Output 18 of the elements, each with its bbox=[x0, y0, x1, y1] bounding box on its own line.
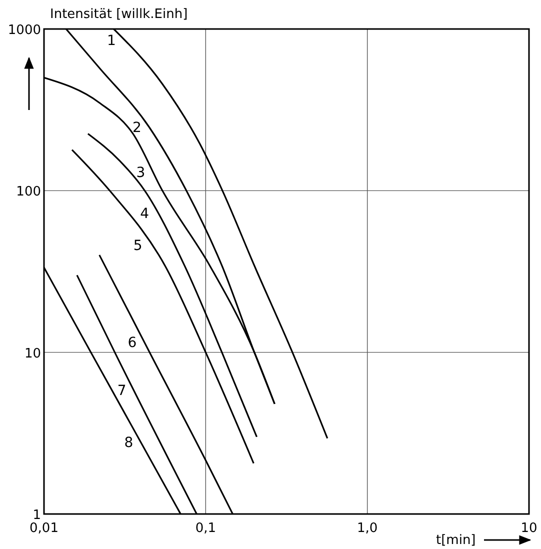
x-tick-label: 0,01 bbox=[30, 521, 58, 536]
x-tick-label: 0,1 bbox=[195, 521, 216, 536]
series-label: 1 bbox=[107, 33, 116, 49]
y-tick-label: 1 bbox=[32, 508, 41, 523]
series-label: 6 bbox=[128, 335, 137, 351]
series-label: 8 bbox=[124, 435, 134, 451]
x-tick-label: 10 bbox=[520, 521, 538, 536]
x-axis-title: t[min] bbox=[436, 533, 476, 548]
y-tick-label: 1000 bbox=[8, 23, 41, 38]
y-tick-label: 100 bbox=[16, 184, 41, 200]
y-axis-title: Intensität [willk.Einh] bbox=[50, 7, 188, 22]
x-tick-label: 1,0 bbox=[356, 521, 378, 536]
series-label: 5 bbox=[133, 238, 142, 254]
series-label: 3 bbox=[136, 165, 146, 181]
y-tick-label: 10 bbox=[24, 346, 41, 362]
series-label: 7 bbox=[117, 383, 126, 399]
series-label: 4 bbox=[140, 206, 150, 222]
series-label: 2 bbox=[132, 120, 142, 136]
